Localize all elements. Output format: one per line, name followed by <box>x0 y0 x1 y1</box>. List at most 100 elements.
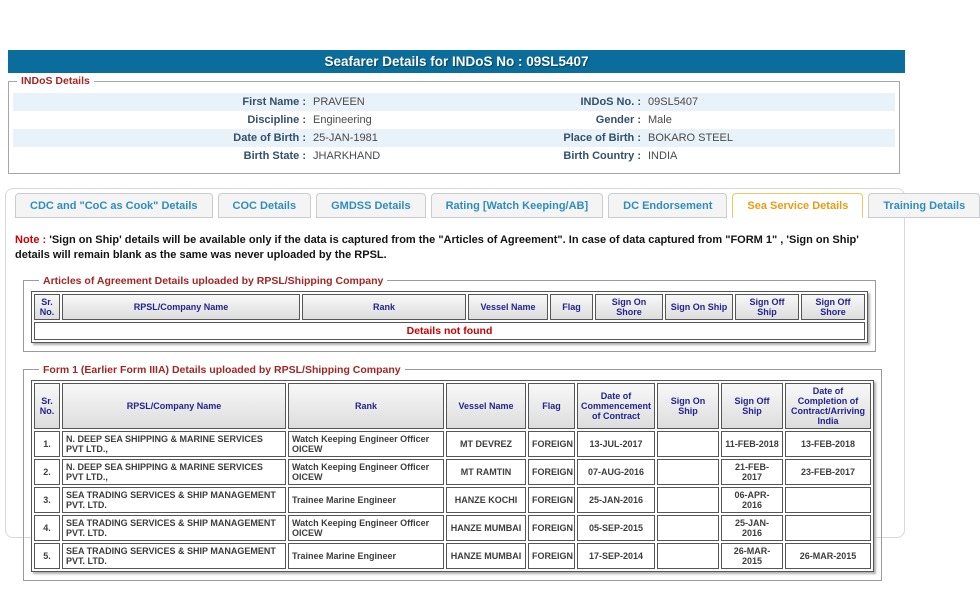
tab-cdc-coc-as-cook[interactable]: CDC and "CoC as Cook" Details <box>15 193 213 218</box>
table-cell: 2. <box>34 458 60 485</box>
table-cell <box>657 458 719 485</box>
column-header: RPSL/Company Name <box>62 293 300 320</box>
tab-training-details[interactable]: Training Details <box>868 193 980 218</box>
indos-details-rows: First Name : PRAVEEN INDoS No. : 09SL540… <box>9 87 899 173</box>
column-header: Rank <box>302 293 466 320</box>
column-header: Sr. No. <box>34 382 60 429</box>
discipline-value: Engineering <box>313 114 372 126</box>
indos-details-legend: INDoS Details <box>21 75 90 87</box>
empty-row: Details not found <box>34 321 865 340</box>
articles-of-agreement-table: Sr. No. RPSL/Company Name Rank Vessel Name F… <box>31 290 868 343</box>
table-cell: Watch Keeping Engineer Officer OICEW <box>288 430 444 457</box>
tab-bar: CDC and "CoC as Cook" Details COC Detail… <box>15 193 980 218</box>
gender-value: Male <box>648 114 672 126</box>
indos-details-fieldset: INDoS Details First Name : PRAVEEN INDoS… <box>8 75 900 174</box>
table-cell: FOREIGN <box>528 514 575 541</box>
tab-gmdss-details[interactable]: GMDSS Details <box>316 193 426 218</box>
table-cell: 05-SEP-2015 <box>577 514 655 541</box>
table-cell: N. DEEP SEA SHIPPING & MARINE SERVICES P… <box>62 458 286 485</box>
column-header: Sign On Ship <box>657 382 719 429</box>
table-cell: 5. <box>34 542 60 569</box>
form1-legend: Form 1 (Earlier Form IIIA) Details uploa… <box>43 363 401 376</box>
birth-country-value: INDIA <box>648 150 678 162</box>
form1-table: Sr. No. RPSL/Company Name Rank Vessel Name F… <box>31 379 874 572</box>
column-header: Flag <box>550 293 593 320</box>
column-header: Sign On Ship <box>665 293 733 320</box>
table-cell <box>657 542 719 569</box>
tab-coc-details[interactable]: COC Details <box>217 193 312 218</box>
table-cell: 23-FEB-2017 <box>785 458 871 485</box>
table-cell: 26-MAR-2015 <box>785 542 871 569</box>
table-cell: 25-JAN-2016 <box>721 514 783 541</box>
first-name-label: First Name : <box>242 96 306 108</box>
table-cell: 07-AUG-2016 <box>577 458 655 485</box>
table-cell: MT DEVREZ <box>446 430 526 457</box>
table-cell: 3. <box>34 486 60 513</box>
dob-label: Date of Birth : <box>233 132 306 144</box>
empty-message: Details not found <box>34 321 865 340</box>
column-header: RPSL/Company Name <box>62 382 286 429</box>
table-cell: SEA TRADING SERVICES & SHIP MANAGEMENT P… <box>62 486 286 513</box>
table-cell: 13-FEB-2018 <box>785 430 871 457</box>
table-cell: FOREIGN <box>528 430 575 457</box>
table-cell <box>657 430 719 457</box>
table-cell <box>785 514 871 541</box>
column-header: Date of Commencement of Contract <box>577 382 655 429</box>
table-cell: HANZE MUMBAI <box>446 542 526 569</box>
table-cell: 26-MAR-2015 <box>721 542 783 569</box>
column-header: Sign Off Ship <box>721 382 783 429</box>
table-row: 4. SEA TRADING SERVICES & SHIP MANAGEMENT… <box>34 514 871 541</box>
first-name-value: PRAVEEN <box>313 96 365 108</box>
indos-row-discipline: Discipline : Engineering Gender : Male <box>13 111 895 129</box>
column-header: Flag <box>528 382 575 429</box>
table-cell: 4. <box>34 514 60 541</box>
table-cell: FOREIGN <box>528 486 575 513</box>
birth-state-label: Birth State : <box>243 150 306 162</box>
page: Seafarer Details for INDoS No : 09SL5407… <box>0 50 980 581</box>
birth-state-value: JHARKHAND <box>313 150 381 162</box>
table-cell: 13-JUL-2017 <box>577 430 655 457</box>
table-cell: 21-FEB-2017 <box>721 458 783 485</box>
tab-sea-service-details[interactable]: Sea Service Details <box>732 193 864 218</box>
form1-fieldset: Form 1 (Earlier Form IIIA) Details uploa… <box>23 363 882 581</box>
table-row: 1. N. DEEP SEA SHIPPING & MARINE SERVICES… <box>34 430 871 457</box>
table-cell: FOREIGN <box>528 458 575 485</box>
column-header: Rank <box>288 382 444 429</box>
column-header: Sign Off Shore <box>801 293 865 320</box>
table-cell: Trainee Marine Engineer <box>288 542 444 569</box>
header-row: Sr. No. RPSL/Company Name Rank Vessel Name F… <box>34 293 865 320</box>
table-cell: SEA TRADING SERVICES & SHIP MANAGEMENT P… <box>62 514 286 541</box>
table-cell: MT RAMTIN <box>446 458 526 485</box>
place-of-birth-value: BOKARO STEEL <box>648 132 733 144</box>
tab-rating-watch-keeping[interactable]: Rating [Watch Keeping/AB] <box>430 193 604 218</box>
tab-dc-endorsement[interactable]: DC Endorsement <box>608 193 728 218</box>
column-header: Vessel Name <box>446 382 526 429</box>
table-cell <box>657 486 719 513</box>
column-header: Sr. No. <box>34 293 60 320</box>
table-cell: Watch Keeping Engineer Officer OICEW <box>288 514 444 541</box>
discipline-label: Discipline : <box>247 114 306 126</box>
birth-country-label: Birth Country : <box>563 150 641 162</box>
table-cell: Trainee Marine Engineer <box>288 486 444 513</box>
table-cell: SEA TRADING SERVICES & SHIP MANAGEMENT P… <box>62 542 286 569</box>
note-text: Note : 'Sign on Ship' details will be av… <box>15 233 894 263</box>
note-prefix: Note : <box>15 234 47 246</box>
table-cell: 17-SEP-2014 <box>577 542 655 569</box>
note-body: 'Sign on Ship' details will be available… <box>15 234 859 261</box>
table-cell: 11-FEB-2018 <box>721 430 783 457</box>
table-cell: 25-JAN-2016 <box>577 486 655 513</box>
indos-row-birth: Date of Birth : 25-JAN-1981 Place of Bir… <box>13 129 895 147</box>
place-of-birth-label: Place of Birth : <box>563 132 641 144</box>
table-cell: HANZE MUMBAI <box>446 514 526 541</box>
column-header: Date of Completion of Contract/Arriving … <box>785 382 871 429</box>
table-cell <box>657 514 719 541</box>
indos-row-name: First Name : PRAVEEN INDoS No. : 09SL540… <box>13 93 895 111</box>
table-row: 3. SEA TRADING SERVICES & SHIP MANAGEMENT… <box>34 486 871 513</box>
indos-no-value: 09SL5407 <box>648 96 699 108</box>
table-cell: 06-APR-2016 <box>721 486 783 513</box>
articles-of-agreement-legend: Articles of Agreement Details uploaded b… <box>43 274 384 287</box>
table-cell: HANZE KOCHI <box>446 486 526 513</box>
column-header: Vessel Name <box>468 293 548 320</box>
column-header: Sign On Shore <box>595 293 663 320</box>
page-title: Seafarer Details for INDoS No : 09SL5407 <box>8 50 905 73</box>
